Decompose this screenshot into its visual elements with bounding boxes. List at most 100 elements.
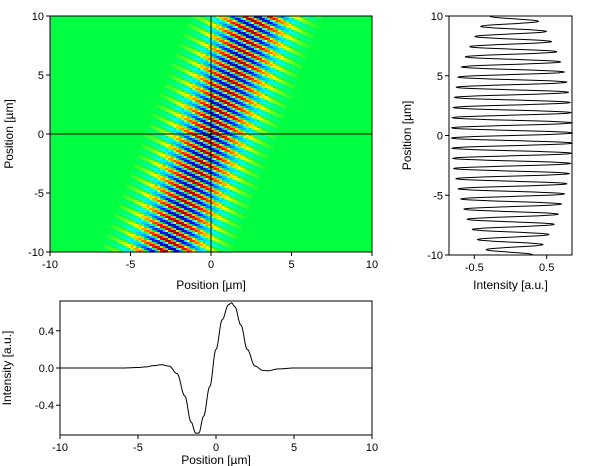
heatmap-cell bbox=[288, 44, 293, 47]
heatmap-cell bbox=[251, 128, 255, 131]
heatmap-cell bbox=[267, 78, 271, 81]
heatmap-cell bbox=[264, 106, 268, 109]
heatmap-cell bbox=[227, 28, 231, 31]
heatmap-cell bbox=[189, 180, 193, 183]
heatmap-cell bbox=[189, 52, 193, 55]
heatmap-cell bbox=[173, 104, 177, 107]
heatmap-cell bbox=[205, 148, 209, 151]
heatmap-cell bbox=[202, 210, 207, 213]
heatmap-cell bbox=[168, 202, 172, 205]
heatmap-cell bbox=[189, 216, 193, 219]
heatmap-cell bbox=[229, 32, 234, 35]
heatmap-cell bbox=[280, 74, 285, 77]
heatmap-cell bbox=[243, 92, 247, 95]
heatmap-cell bbox=[272, 18, 276, 21]
heatmap-cell bbox=[200, 120, 204, 123]
heatmap-cell bbox=[165, 126, 169, 129]
heatmap-cell bbox=[227, 32, 231, 35]
heatmap-cell bbox=[288, 60, 293, 63]
heatmap-cell bbox=[200, 188, 204, 191]
heatmap-cell bbox=[135, 210, 140, 213]
heatmap-cell bbox=[232, 182, 236, 185]
heatmap-cell bbox=[240, 114, 244, 117]
heatmap-cell bbox=[256, 42, 260, 45]
heatmap-cell bbox=[184, 210, 188, 213]
heatmap-cell bbox=[122, 218, 126, 221]
heatmap-cell bbox=[202, 122, 207, 125]
heatmap-cell bbox=[125, 216, 129, 219]
heatmap-cell bbox=[176, 196, 180, 199]
heatmap-cell bbox=[197, 108, 201, 111]
heatmap-cell bbox=[237, 62, 242, 65]
heatmap-cell bbox=[192, 40, 196, 43]
heatmap-cell bbox=[168, 112, 172, 115]
heatmap-cell bbox=[162, 196, 166, 199]
heatmap-cell bbox=[248, 192, 252, 195]
heatmap-cell bbox=[232, 128, 236, 131]
heatmap-cell bbox=[280, 34, 285, 37]
heatmap-cell bbox=[138, 208, 142, 211]
heatmap-cell bbox=[270, 122, 274, 125]
heatmap-cell bbox=[146, 216, 150, 219]
heatmap-cell bbox=[216, 104, 220, 107]
heatmap-cell bbox=[200, 142, 204, 145]
heatmap-cell bbox=[259, 18, 263, 21]
heatmap-cell bbox=[149, 210, 153, 213]
heatmap-cell bbox=[154, 212, 158, 215]
heatmap-cell bbox=[149, 194, 153, 197]
heatmap-cell bbox=[270, 104, 274, 107]
heatmap-cell bbox=[240, 80, 244, 83]
heatmap-cell bbox=[256, 152, 260, 155]
heatmap-cell bbox=[178, 56, 183, 59]
heatmap-cell bbox=[251, 46, 255, 49]
heatmap-cell bbox=[186, 74, 191, 77]
heatmap-cell bbox=[270, 60, 274, 63]
heatmap-cell bbox=[165, 212, 169, 215]
heatmap-cell bbox=[240, 156, 244, 159]
heatmap-cell bbox=[264, 118, 268, 121]
heatmap-cell bbox=[219, 132, 223, 135]
heatmap-cell bbox=[202, 140, 207, 143]
heatmap-cell bbox=[205, 92, 209, 95]
heatmap-cell bbox=[288, 38, 293, 41]
heatmap-cell bbox=[170, 134, 175, 137]
heatmap-cell bbox=[243, 138, 247, 141]
heatmap-cell bbox=[162, 138, 166, 141]
heatmap-cell bbox=[280, 114, 285, 117]
heatmap-cell bbox=[181, 60, 185, 63]
heatmap-cell bbox=[221, 130, 226, 133]
heatmap-cell bbox=[288, 70, 293, 73]
heatmap-cell bbox=[189, 18, 193, 21]
heatmap-cell bbox=[189, 64, 193, 67]
heatmap-cell bbox=[211, 42, 215, 45]
heatmap-cell bbox=[202, 116, 207, 119]
heatmap-cell bbox=[280, 42, 285, 45]
heatmap-cell bbox=[192, 160, 196, 163]
heatmap-cell bbox=[184, 136, 188, 139]
heatmap-cell bbox=[243, 16, 247, 19]
heatmap-cell bbox=[235, 80, 239, 83]
heatmap-cell bbox=[310, 32, 314, 35]
heatmap-cell bbox=[151, 168, 156, 171]
heatmap-cell bbox=[251, 164, 255, 167]
heatmap-cell bbox=[243, 204, 247, 207]
heatmap-cell bbox=[229, 210, 234, 213]
heatmap-cell bbox=[135, 166, 140, 169]
heatmap-cell bbox=[151, 210, 156, 213]
heatmap-cell bbox=[157, 190, 161, 193]
heatmap-cell bbox=[189, 60, 193, 63]
heatmap-cell bbox=[200, 176, 204, 179]
heatmap-cell bbox=[237, 28, 242, 31]
heatmap-cell bbox=[264, 60, 268, 63]
heatmap-cell bbox=[170, 118, 175, 121]
heatmap-cell bbox=[267, 34, 271, 37]
heatmap-cell bbox=[251, 74, 255, 77]
heatmap-cell bbox=[184, 168, 188, 171]
heatmap-cell bbox=[178, 108, 183, 111]
heatmap-cell bbox=[229, 36, 234, 39]
heatmap-cell bbox=[173, 108, 177, 111]
heatmap-cell bbox=[267, 26, 271, 29]
heatmap-cell bbox=[149, 172, 153, 175]
heatmap-cell bbox=[240, 72, 244, 75]
heatmap-cell bbox=[224, 140, 228, 143]
